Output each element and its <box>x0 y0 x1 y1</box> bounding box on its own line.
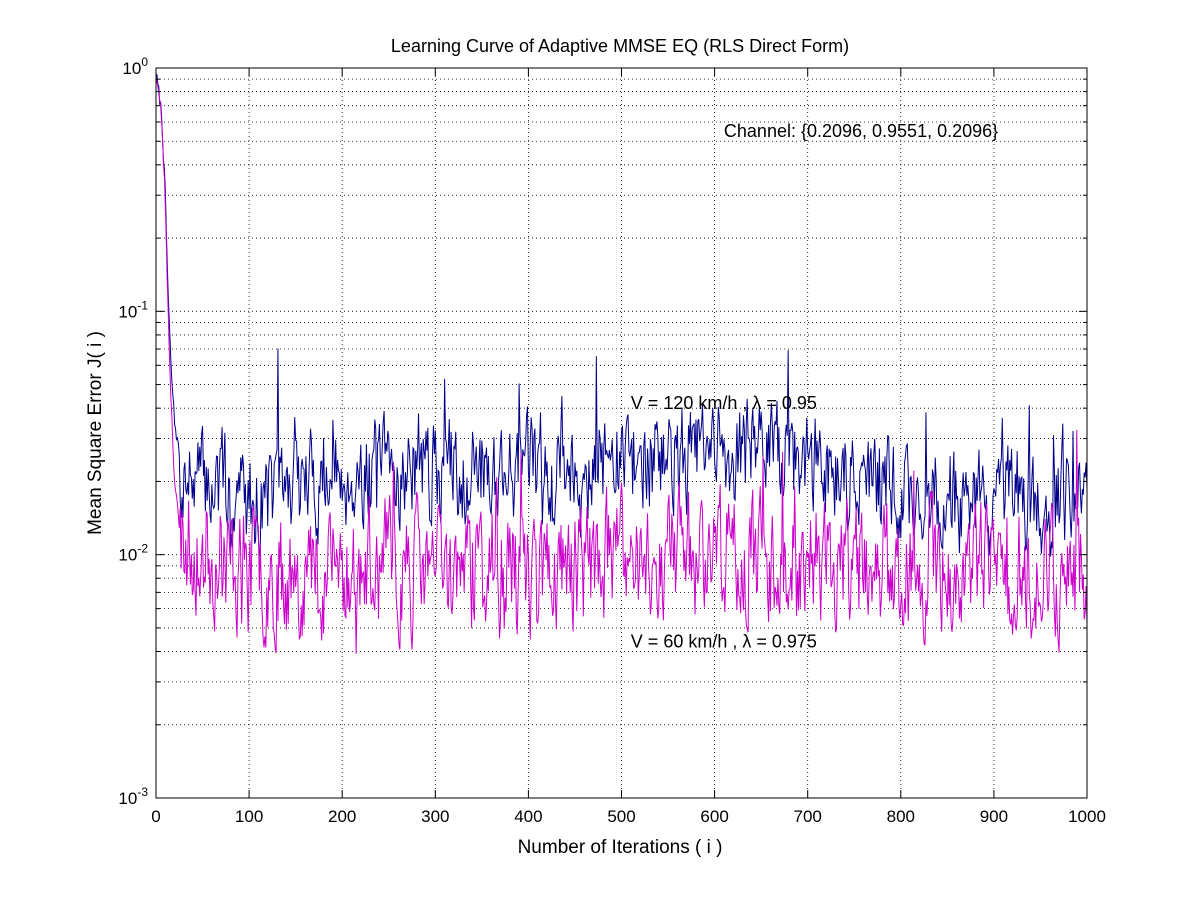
annotation-2: V = 120 km/h , λ = 0.95 <box>631 393 817 413</box>
x-axis-label: Number of Iterations ( i ) <box>518 837 723 858</box>
x-tick-label: 200 <box>328 807 356 826</box>
y-tick-label: 10-1 <box>118 298 148 321</box>
y-tick-label: 10-3 <box>118 785 148 808</box>
x-tick-label: 900 <box>980 807 1008 826</box>
series-line-2 <box>155 76 1088 654</box>
x-tick-label: 300 <box>421 807 449 826</box>
y-axis-label: Mean Square Error J( i ) <box>85 331 106 535</box>
annotation-1: Channel: {0.2096, 0.9551, 0.2096} <box>724 121 998 141</box>
x-tick-label: 400 <box>514 807 542 826</box>
series-layer <box>155 74 1088 654</box>
chart-title: Learning Curve of Adaptive MMSE EQ (RLS … <box>391 36 849 56</box>
x-tick-label: 800 <box>887 807 915 826</box>
annotations: Channel: {0.2096, 0.9551, 0.2096} V = 120… <box>631 121 998 651</box>
x-tick-label: 500 <box>607 807 635 826</box>
x-tick-label: 1000 <box>1068 807 1106 826</box>
annotation-3: V = 60 km/h , λ = 0.975 <box>631 631 817 651</box>
x-tick-label: 100 <box>235 807 263 826</box>
x-tick-label: 700 <box>794 807 822 826</box>
x-tick-label: 0 <box>151 807 160 826</box>
y-tick-label: 10-2 <box>118 542 148 565</box>
x-tick-label: 600 <box>700 807 728 826</box>
ticks: 0 100 200 300 400 500 600 700 800 900 1000 100 10-1 1… <box>118 55 1106 826</box>
y-tick-label: 100 <box>122 55 148 78</box>
